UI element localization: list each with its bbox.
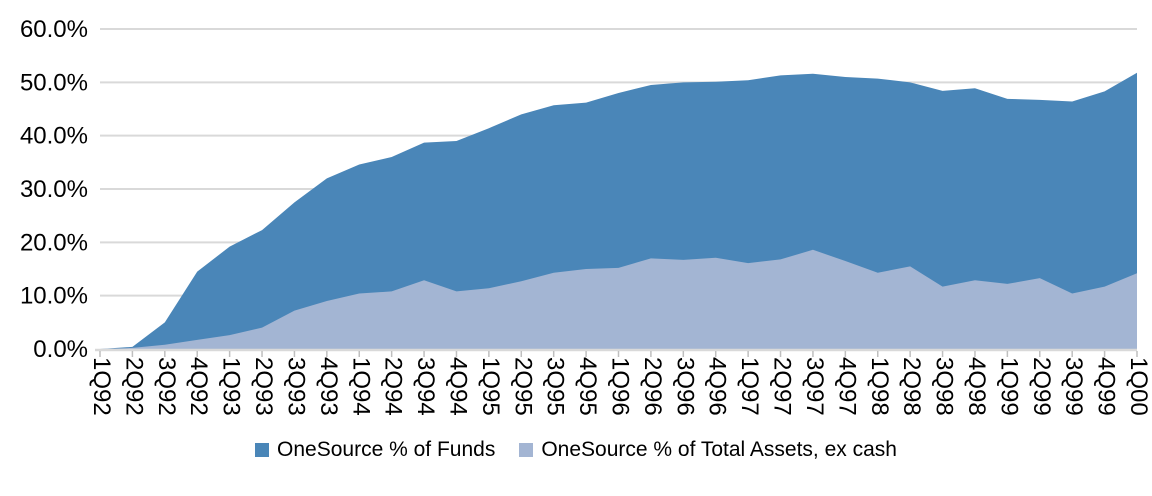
y-axis-tick-label: 50.0% (20, 69, 88, 96)
x-axis-tick-label: 3Q95 (542, 357, 569, 416)
x-axis-tick-label: 2Q98 (898, 357, 925, 416)
y-axis-tick-label: 60.0% (20, 16, 88, 43)
x-axis-tick-label: 3Q94 (412, 357, 439, 416)
x-axis-tick-label: 1Q99 (995, 357, 1022, 416)
x-axis-tick-label: 1Q00 (1125, 357, 1152, 416)
x-axis-tick-label: 4Q98 (963, 357, 990, 416)
x-axis-tick-label: 3Q93 (282, 357, 309, 416)
x-axis-tick-label: 1Q98 (866, 357, 893, 416)
y-axis-tick-label: 40.0% (20, 123, 88, 150)
x-axis-tick-label: 3Q98 (931, 357, 958, 416)
x-axis-tick-label: 1Q93 (218, 357, 245, 416)
legend-label-funds: OneSource % of Funds (277, 438, 496, 461)
x-axis-tick-label: 3Q99 (1060, 357, 1087, 416)
x-axis-tick-label: 4Q96 (704, 357, 731, 416)
chart-legend: OneSource % of Funds OneSource % of Tota… (0, 438, 1152, 462)
x-axis-tick-label: 1Q95 (477, 357, 504, 416)
legend-item-funds[interactable]: OneSource % of Funds (255, 438, 495, 462)
legend-swatch-assets-icon (519, 443, 534, 457)
legend-swatch-funds-icon (255, 443, 270, 457)
x-axis-tick-label: 4Q94 (444, 357, 471, 416)
x-axis-tick-label: 2Q95 (509, 357, 536, 416)
x-axis-tick-label: 4Q97 (833, 357, 860, 416)
x-axis-tick-label: 1Q97 (736, 357, 763, 416)
x-axis-tick-label: 3Q92 (153, 357, 180, 416)
x-axis-tick-label: 4Q93 (315, 357, 342, 416)
x-axis-tick-label: 3Q97 (801, 357, 828, 416)
x-axis-tick-label: 4Q99 (1093, 357, 1120, 416)
y-axis-tick-label: 0.0% (33, 336, 88, 363)
y-axis-tick-label: 10.0% (20, 283, 88, 310)
x-axis-tick-label: 2Q94 (380, 357, 407, 416)
x-axis-tick-label: 2Q96 (639, 357, 666, 416)
x-axis-tick-label: 2Q97 (769, 357, 796, 416)
y-axis-tick-label: 20.0% (20, 229, 88, 256)
x-axis-tick-label: 3Q96 (671, 357, 698, 416)
x-axis-tick-label: 4Q92 (185, 357, 212, 416)
x-axis-tick-label: 2Q93 (250, 357, 277, 416)
x-axis-tick-label: 2Q92 (120, 357, 147, 416)
x-axis-tick-label: 1Q96 (607, 357, 634, 416)
x-axis-tick-label: 1Q92 (88, 357, 115, 416)
legend-label-assets: OneSource % of Total Assets, ex cash (541, 438, 897, 461)
x-axis-tick-label: 4Q95 (574, 357, 601, 416)
x-axis-tick-label: 1Q94 (347, 357, 374, 416)
y-axis-tick-label: 30.0% (20, 176, 88, 203)
legend-item-assets[interactable]: OneSource % of Total Assets, ex cash (519, 438, 897, 462)
x-axis-tick-label: 2Q99 (1028, 357, 1055, 416)
